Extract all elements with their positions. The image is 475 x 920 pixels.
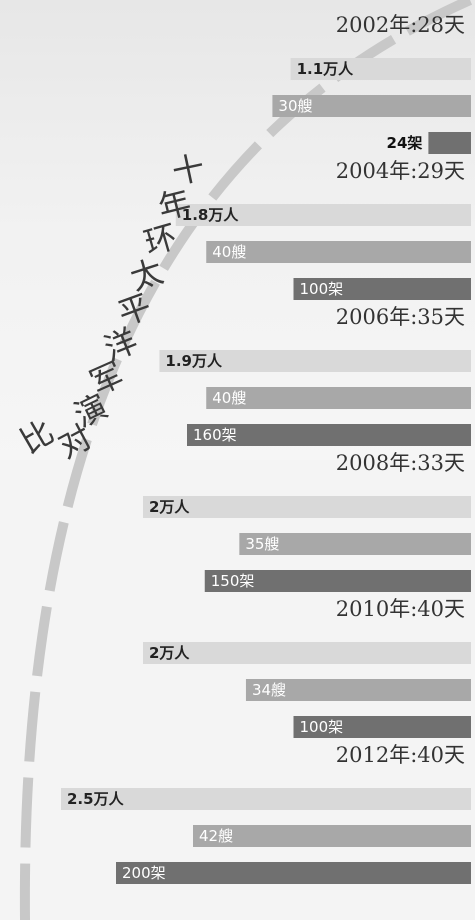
- ships-bar: [193, 825, 471, 847]
- ships-label: 30艘: [278, 97, 312, 115]
- year-group: 2002年:28天 1.1万人 30艘 24架: [272, 13, 471, 154]
- aircraft-bar: [116, 862, 471, 884]
- personnel-bar: [159, 350, 471, 372]
- aircraft-bar: [187, 424, 471, 446]
- year-group: 2010年:40天 2万人 34艘 100架: [143, 597, 471, 738]
- year-header: 2004年:29天: [336, 159, 465, 183]
- ships-bar: [272, 95, 471, 117]
- year-group: 2006年:35天 1.9万人 40艘 160架: [159, 305, 471, 446]
- ships-bar: [206, 387, 471, 409]
- personnel-bar: [175, 204, 472, 226]
- aircraft-label: 150架: [211, 572, 255, 590]
- aircraft-bar: [428, 132, 471, 154]
- personnel-bar: [143, 496, 471, 518]
- personnel-bar: [143, 642, 471, 664]
- personnel-label: 2万人: [149, 644, 190, 662]
- aircraft-label: 160架: [193, 426, 237, 444]
- personnel-label: 1.8万人: [182, 206, 240, 224]
- personnel-bar: [290, 58, 471, 80]
- aircraft-label: 24架: [387, 134, 423, 152]
- ships-label: 40艘: [212, 389, 246, 407]
- year-group: 2004年:29天 1.8万人 40艘 100架: [175, 159, 472, 300]
- year-header: 2006年:35天: [336, 305, 465, 329]
- aircraft-bar: [293, 716, 471, 738]
- aircraft-label: 100架: [300, 280, 344, 298]
- aircraft-bar: [204, 570, 471, 592]
- year-group: 2012年:40天 2.5万人 42艘 200架: [61, 743, 471, 884]
- year-header: 2010年:40天: [336, 597, 465, 621]
- aircraft-label: 200架: [122, 864, 166, 882]
- personnel-label: 2.5万人: [67, 790, 125, 808]
- ships-label: 34艘: [252, 681, 286, 699]
- ships-label: 40艘: [212, 243, 246, 261]
- aircraft-bar: [293, 278, 471, 300]
- personnel-label: 1.9万人: [165, 352, 223, 370]
- year-header: 2002年:28天: [336, 13, 465, 37]
- year-header: 2008年:33天: [336, 451, 465, 475]
- ships-label: 35艘: [245, 535, 279, 553]
- ships-bar: [206, 241, 471, 263]
- ships-label: 42艘: [199, 827, 233, 845]
- aircraft-label: 100架: [300, 718, 344, 736]
- year-header: 2012年:40天: [336, 743, 465, 767]
- personnel-label: 1.1万人: [297, 60, 355, 78]
- personnel-label: 2万人: [149, 498, 190, 516]
- year-group: 2008年:33天 2万人 35艘 150架: [143, 451, 471, 592]
- ships-bar: [239, 533, 471, 555]
- personnel-bar: [61, 788, 471, 810]
- ships-bar: [245, 679, 471, 701]
